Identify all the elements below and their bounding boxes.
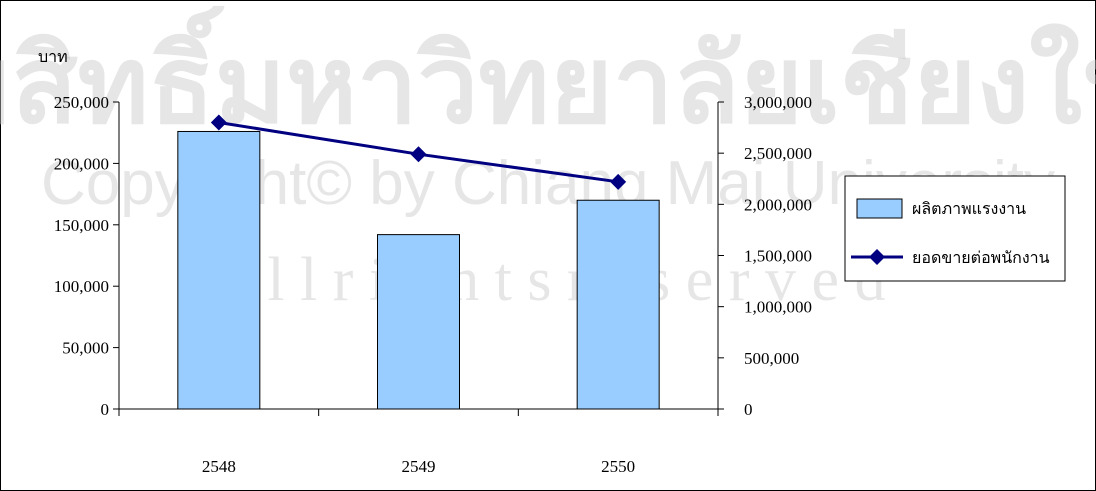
line-point-2549	[410, 146, 427, 163]
right-tick-label: 1,000,000	[744, 298, 812, 317]
left-axis-ticks: 0 50,000 100,000 150,000 200,000 250,000	[54, 93, 119, 419]
right-axis-ticks: 0 500,000 1,000,000 1,500,000 2,000,000 2,500…	[718, 93, 812, 419]
right-tick-label: 1,500,000	[744, 247, 812, 266]
left-tick-label: 0	[101, 400, 110, 419]
legend-swatch-bar	[856, 198, 903, 219]
bar-series	[177, 130, 660, 410]
x-tick-label: 2549	[402, 457, 436, 476]
right-tick-label: 500,000	[744, 349, 799, 368]
y-axis-unit-label: บาท	[38, 49, 68, 66]
bar-2549	[377, 234, 460, 410]
line-point-2548	[210, 114, 227, 131]
left-tick-label: 50,000	[62, 339, 109, 358]
x-tick-label: 2548	[202, 457, 236, 476]
right-tick-label: 0	[744, 400, 753, 419]
x-axis-ticks: 2548 2549 2550	[118, 409, 719, 476]
line-series	[210, 114, 627, 190]
x-tick-label: 2550	[601, 457, 635, 476]
bar-2550	[576, 199, 660, 410]
left-tick-label: 100,000	[54, 277, 109, 296]
right-tick-label: 2,500,000	[744, 144, 812, 163]
legend-label-line: ยอดขายต่อพนักงาน	[912, 248, 1050, 267]
legend-label-bar: ผลิตภาพแรงงาน	[912, 199, 1026, 218]
left-tick-label: 150,000	[54, 216, 109, 235]
legend-box	[844, 175, 1066, 282]
right-tick-label: 2,000,000	[744, 195, 812, 214]
left-tick-label: 200,000	[54, 154, 109, 173]
left-tick-label: 250,000	[54, 93, 109, 112]
bar-2548	[177, 130, 261, 410]
legend: ผลิตภาพแรงงาน ยอดขายต่อพนักงาน	[844, 175, 1066, 282]
right-tick-label: 3,000,000	[744, 93, 812, 112]
line-point-2550	[610, 173, 627, 190]
legend-marker-diamond	[869, 249, 885, 265]
